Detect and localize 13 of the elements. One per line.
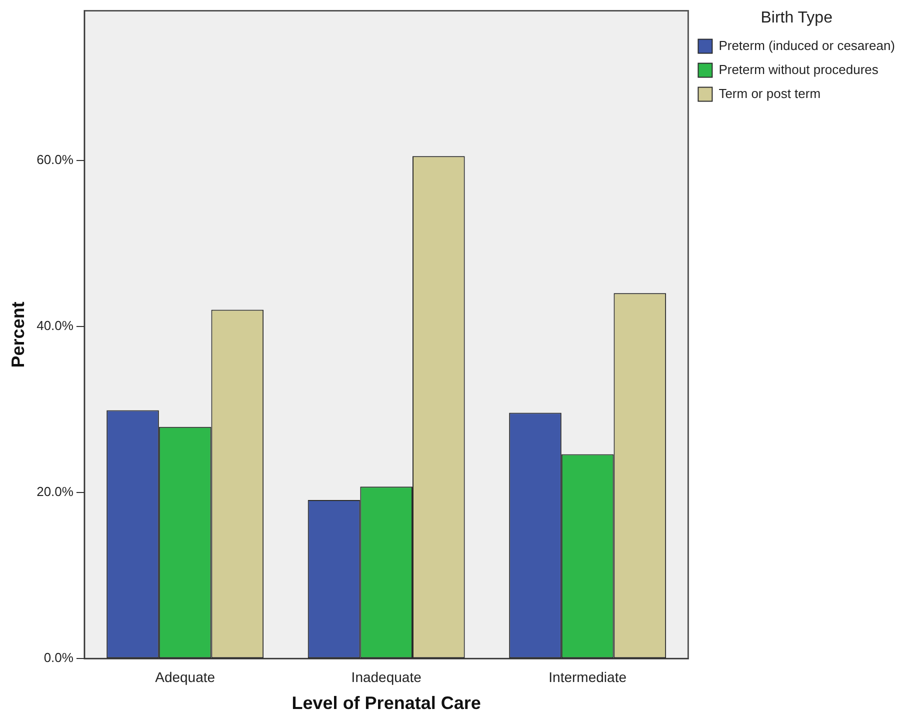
- y-tick-label: 20.0%: [36, 484, 74, 500]
- y-axis-title: Percent: [8, 302, 28, 368]
- y-tick-label: 40.0%: [36, 318, 74, 333]
- legend-title: Birth Type: [760, 9, 833, 26]
- x-tick-label: Inadequate: [351, 668, 422, 685]
- x-tick-label: Intermediate: [548, 668, 627, 685]
- legend-label: Preterm without procedures: [718, 62, 879, 77]
- x-tick-label: Adequate: [155, 668, 216, 685]
- y-tick-label: 0.0%: [44, 650, 74, 666]
- x-axis-title: Level of Prenatal Care: [292, 693, 481, 714]
- legend-label: Term or post term: [718, 86, 821, 101]
- y-tick-label: 60.0%: [36, 152, 74, 167]
- legend-label: Preterm (induced or cesarean): [718, 38, 896, 53]
